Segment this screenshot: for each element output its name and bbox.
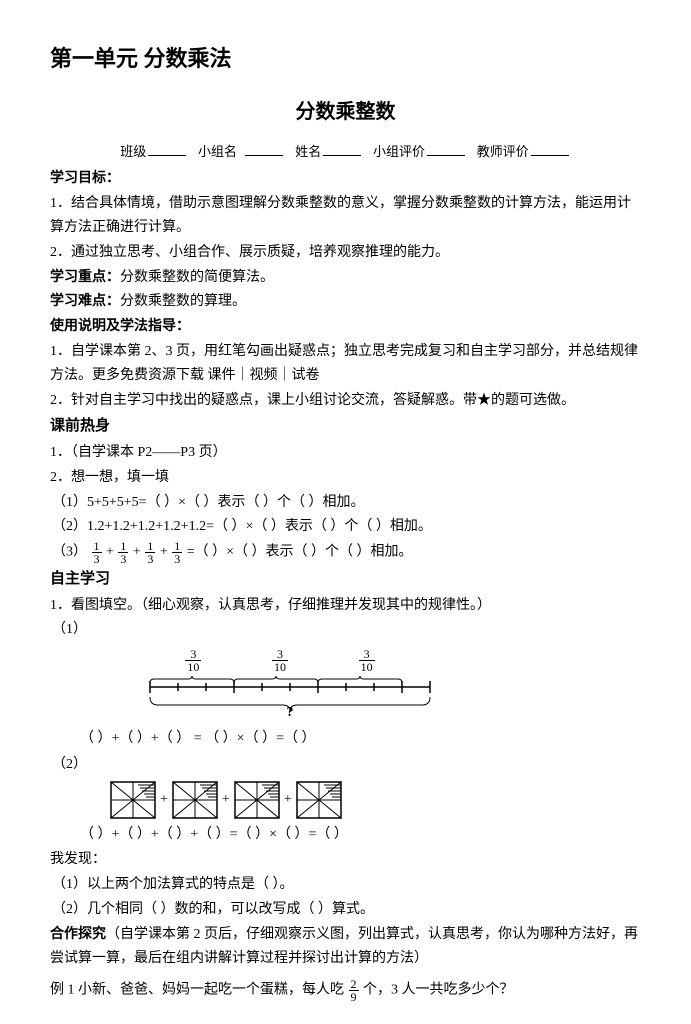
instruction-1: 1．自学课本第 2、3 页，用红笔勾画出疑惑点；独立思考完成复习和自主学习部分，…	[50, 340, 641, 388]
plus-2: +	[222, 788, 230, 812]
group-label: 小组名	[198, 144, 237, 159]
square-1	[110, 781, 156, 819]
coop-label: 合作探究	[50, 927, 106, 942]
plus-1: +	[160, 788, 168, 812]
square-4	[296, 781, 342, 819]
focus-label: 学习重点：	[50, 270, 120, 285]
frac-2-9: 29	[349, 978, 359, 1003]
selfstudy-label: 自主学习	[50, 567, 641, 593]
numberline	[140, 675, 440, 703]
square-2	[172, 781, 218, 819]
plus-3: +	[284, 788, 292, 812]
info-line: 班级 小组名 姓名 小组评价 教师评价	[50, 141, 641, 163]
nl-frac-3: 310	[359, 648, 375, 673]
class-label: 班级	[120, 144, 146, 159]
ss-1-1: （1）	[50, 618, 641, 642]
groupeval-blank	[427, 141, 465, 156]
instruction-2: 2．针对自主学习中找出的疑惑点，课上小组讨论交流，答疑解惑。带★的题可选做。	[50, 389, 641, 413]
equation-1: （ ）+（ ）+（ ） = （ ）×（ ）=（ ）	[80, 727, 641, 751]
unit-title: 第一单元 分数乘法	[50, 40, 641, 77]
ex1-post: 个，3 人一共吃多少个？	[363, 983, 514, 998]
goals-label: 学习目标：	[50, 171, 120, 186]
warmup-1: 1．（自学课本 P2——P3 页）	[50, 441, 641, 465]
w23-post: =（ ）×（ ）表示（ ）个（ ）相加。	[187, 545, 413, 560]
warmup-2-1: （1）5+5+5+5=（ ）×（ ）表示（ ）个（ ）相加。	[50, 491, 641, 515]
coop-text: （自学课本第 2 页后，仔细观察示义图，列出算式，认真思考，你认为哪种方法好，再…	[50, 927, 638, 966]
frac-1-3-c: 13	[145, 540, 155, 565]
frac-1-3-b: 13	[118, 540, 128, 565]
ex1-pre: 例 1 小新、爸爸、妈妈一起吃一个蛋糕，每人吃	[50, 983, 348, 998]
goal-1: 1．结合具体情境，借助示意图理解分数乘整数的意义，掌握分数乘整数的计算方法，能运…	[50, 192, 641, 240]
warmup-2-3: （3） 13 + 13 + 13 + 13 =（ ）×（ ）表示（ ）个（ ）相…	[50, 540, 641, 565]
class-blank	[148, 141, 186, 156]
found-2: （2）几个相同（ ）数的和，可以改写成（ ）算式。	[50, 898, 641, 922]
warmup-label: 课前热身	[50, 414, 641, 440]
w23-pre: （3）	[52, 545, 87, 560]
difficulty-text: 分数乘整数的算理。	[120, 294, 246, 309]
equation-2: （ ）+（ ）+（ ）+（ ）=（ ）×（ ）=（ ）	[80, 823, 641, 847]
worksheet-page: 第一单元 分数乘法 分数乘整数 班级 小组名 姓名 小组评价 教师评价 学习目标…	[0, 0, 691, 1024]
found-label: 我发现：	[50, 848, 641, 872]
numberline-diagram: 310 310 310	[140, 648, 641, 725]
nl-frac-2: 310	[272, 648, 288, 673]
square-3	[234, 781, 280, 819]
found-1: （1）以上两个加法算式的特点是（ ）。	[50, 873, 641, 897]
frac-1-3-a: 13	[92, 540, 102, 565]
warmup-2: 2．想一想，填一填	[50, 466, 641, 490]
teachereval-blank	[531, 141, 569, 156]
frac-1-3-d: 13	[172, 540, 182, 565]
example-1: 例 1 小新、爸爸、妈妈一起吃一个蛋糕，每人吃 29 个，3 人一共吃多少个？	[50, 978, 641, 1003]
group-eval-label: 小组评价	[373, 144, 425, 159]
squares-diagram: + + +	[110, 781, 641, 819]
focus-text: 分数乘整数的简便算法。	[120, 270, 274, 285]
ss-1: 1．看图填空。（细心观察，认真思考，仔细推理并发现其中的规律性。）	[50, 594, 641, 618]
nl-frac-1: 310	[185, 648, 201, 673]
instruction-label: 使用说明及学法指导：	[50, 319, 190, 334]
section-title: 分数乘整数	[50, 95, 641, 129]
difficulty-label: 学习难点：	[50, 294, 120, 309]
goal-2: 2．通过独立思考、小组合作、展示质疑，培养观察推理的能力。	[50, 241, 641, 265]
ss-1-2: （2）	[50, 753, 641, 777]
warmup-2-2: （2）1.2+1.2+1.2+1.2+1.2=（ ）×（ ）表示（ ）个（ ）相…	[50, 515, 641, 539]
group-blank	[245, 141, 283, 156]
name-label: 姓名	[295, 144, 321, 159]
numberline-labels: 310 310 310	[150, 648, 410, 673]
name-blank	[323, 141, 361, 156]
teacher-eval-label: 教师评价	[477, 144, 529, 159]
